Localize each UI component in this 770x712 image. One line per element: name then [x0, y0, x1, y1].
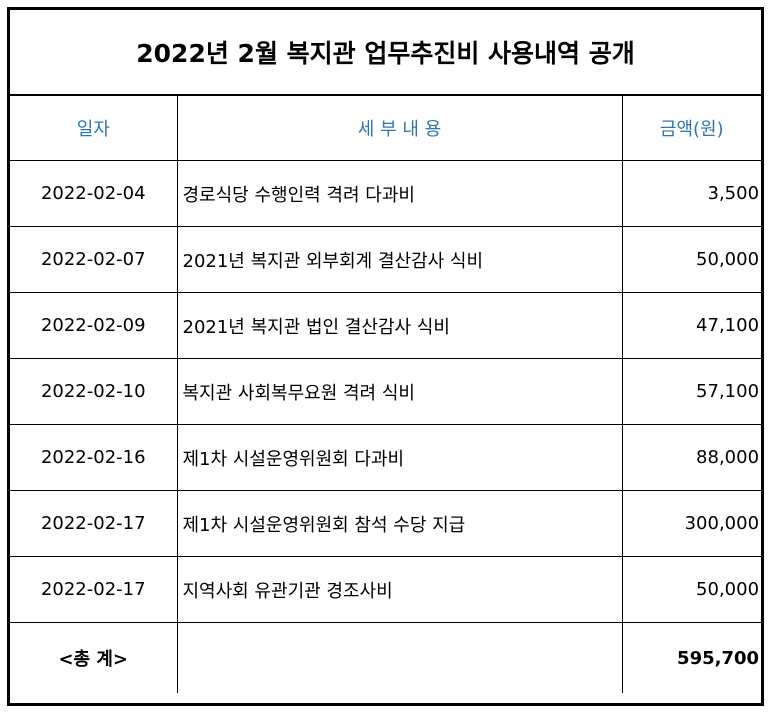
total-amount: 595,700	[621, 622, 762, 693]
row-amount: 300,000	[621, 490, 762, 557]
header-date: 일자	[10, 94, 178, 161]
table-row: 2022-02-10 복지관 사회복무요원 격려 식비 57,100	[10, 358, 762, 425]
row-date: 2022-02-17	[10, 556, 178, 623]
row-date: 2022-02-17	[10, 490, 178, 557]
row-detail: 제1차 시설운영위원회 다과비	[176, 424, 623, 491]
row-detail: 지역사회 유관기관 경조사비	[176, 556, 623, 623]
expense-table: 2022년 2월 복지관 업무추진비 사용내역 공개 일자 세 부 내 용 금액…	[10, 10, 762, 693]
header-amount: 금액(원)	[621, 94, 762, 161]
row-date: 2022-02-10	[10, 358, 178, 425]
total-empty-cell	[176, 622, 623, 693]
table-row: 2022-02-09 2021년 복지관 법인 결산감사 식비 47,100	[10, 292, 762, 359]
table-row: 2022-02-04 경로식당 수행인력 격려 다과비 3,500	[10, 160, 762, 227]
header-row: 일자 세 부 내 용 금액(원)	[10, 94, 762, 161]
row-detail: 2021년 복지관 법인 결산감사 식비	[176, 292, 623, 359]
table-row: 2022-02-17 지역사회 유관기관 경조사비 50,000	[10, 556, 762, 623]
row-amount: 50,000	[621, 226, 762, 293]
title-row: 2022년 2월 복지관 업무추진비 사용내역 공개	[10, 10, 762, 96]
table-row: 2022-02-07 2021년 복지관 외부회계 결산감사 식비 50,000	[10, 226, 762, 293]
header-detail: 세 부 내 용	[176, 94, 623, 161]
total-label: <총 계>	[10, 622, 178, 693]
table-row: 2022-02-17 제1차 시설운영위원회 참석 수당 지급 300,000	[10, 490, 762, 557]
page-title: 2022년 2월 복지관 업무추진비 사용내역 공개	[10, 10, 762, 96]
row-detail: 제1차 시설운영위원회 참석 수당 지급	[176, 490, 623, 557]
row-date: 2022-02-16	[10, 424, 178, 491]
expense-sheet: 2022년 2월 복지관 업무추진비 사용내역 공개 일자 세 부 내 용 금액…	[7, 7, 764, 706]
row-detail: 복지관 사회복무요원 격려 식비	[176, 358, 623, 425]
row-amount: 88,000	[621, 424, 762, 491]
row-amount: 3,500	[621, 160, 762, 227]
row-date: 2022-02-07	[10, 226, 178, 293]
row-detail: 2021년 복지관 외부회계 결산감사 식비	[176, 226, 623, 293]
row-date: 2022-02-09	[10, 292, 178, 359]
row-detail: 경로식당 수행인력 격려 다과비	[176, 160, 623, 227]
row-date: 2022-02-04	[10, 160, 178, 227]
table-row: 2022-02-16 제1차 시설운영위원회 다과비 88,000	[10, 424, 762, 491]
row-amount: 47,100	[621, 292, 762, 359]
total-row: <총 계> 595,700	[10, 622, 762, 693]
row-amount: 57,100	[621, 358, 762, 425]
row-amount: 50,000	[621, 556, 762, 623]
